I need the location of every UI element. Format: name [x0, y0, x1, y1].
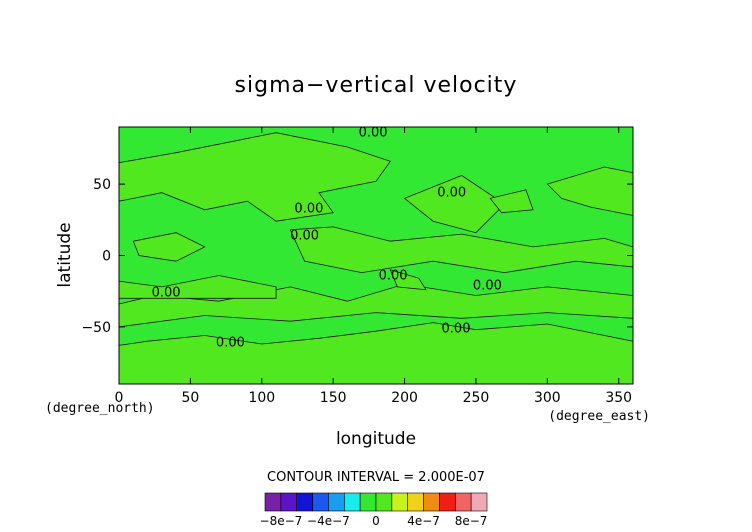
colorbar-swatch: [359, 492, 377, 512]
contour-label: 0.00: [379, 269, 408, 284]
chart-title: sigma−vertical velocity: [235, 73, 518, 98]
high-value-region: [132, 232, 206, 262]
colorbar-tick-labels: −8e−7 −4e−7 0 4e−7 8e−7: [260, 514, 488, 528]
y-axis-label: latitude: [55, 222, 75, 287]
x-tick-label: 350: [605, 390, 632, 406]
colorbar-swatch: [375, 492, 393, 512]
high-value-region: [118, 132, 391, 222]
colorbar-swatch: [423, 492, 440, 512]
colorbar-tick-label: 8e−7: [455, 514, 488, 528]
y-axis-ticks: 50 0 −50: [81, 177, 633, 336]
x-tick-label: 200: [391, 390, 418, 406]
contour-label: 0.00: [359, 126, 388, 141]
contour-label: 0.00: [216, 336, 245, 351]
colorbar-tick-label: −4e−7: [307, 514, 350, 528]
y-tick-label: 0: [102, 249, 111, 265]
x-tick-label: 100: [248, 390, 275, 406]
contour-label: 0.00: [442, 321, 471, 336]
colorbar-swatch: [439, 492, 456, 512]
contour-interval-text: CONTOUR INTERVAL = 2.000E-07: [267, 470, 485, 485]
contour-labels: 0.00 0.00 0.00 0.00 0.00 0.00 0.00 0.00 0.00: [152, 126, 502, 351]
high-value-region: [389, 269, 427, 291]
high-value-region: [489, 189, 534, 214]
colorbar-swatch: [296, 492, 313, 512]
colorbar-swatch: [280, 492, 298, 512]
colorbar-swatch: [328, 492, 345, 512]
high-value-region: [118, 283, 634, 328]
colorbar: [264, 492, 488, 512]
colorbar-swatch: [407, 492, 424, 512]
contour-label: 0.00: [437, 186, 466, 201]
colorbar-swatch: [391, 492, 409, 512]
contour-label: 0.00: [152, 286, 181, 301]
plot-area: 0.00 0.00 0.00 0.00 0.00 0.00 0.00 0.00 0.00: [118, 126, 634, 385]
x-tick-label: 0: [115, 390, 124, 406]
x-tick-label: 300: [534, 390, 561, 406]
y-unit-label: (degree_north): [45, 401, 155, 416]
contour-label: 0.00: [290, 229, 319, 244]
x-axis-ticks: 0 50 100 150 200 250 300 350: [115, 127, 632, 406]
x-axis-label: longitude: [336, 429, 416, 449]
x-tick-label: 150: [320, 390, 347, 406]
contour-label: 0.00: [294, 201, 323, 216]
colorbar-swatch: [454, 492, 472, 512]
colorbar-tick-label: 0: [372, 514, 380, 528]
colorbar-swatch: [470, 492, 488, 512]
high-value-regions: [118, 132, 634, 385]
high-value-region: [118, 322, 634, 385]
colorbar-tick-label: 4e−7: [407, 514, 440, 528]
colorbar-swatch: [312, 492, 329, 512]
colorbar-tick-label: −8e−7: [260, 514, 303, 528]
colorbar-swatch: [343, 492, 361, 512]
high-value-region: [118, 275, 277, 299]
x-tick-label: 50: [181, 390, 199, 406]
high-value-region: [403, 175, 506, 234]
x-unit-label: (degree_east): [548, 409, 650, 424]
contour-label: 0.00: [473, 279, 502, 294]
y-tick-label: −50: [81, 320, 111, 336]
colorbar-swatch: [264, 492, 282, 512]
x-tick-label: 250: [463, 390, 490, 406]
y-tick-label: 50: [93, 177, 111, 193]
